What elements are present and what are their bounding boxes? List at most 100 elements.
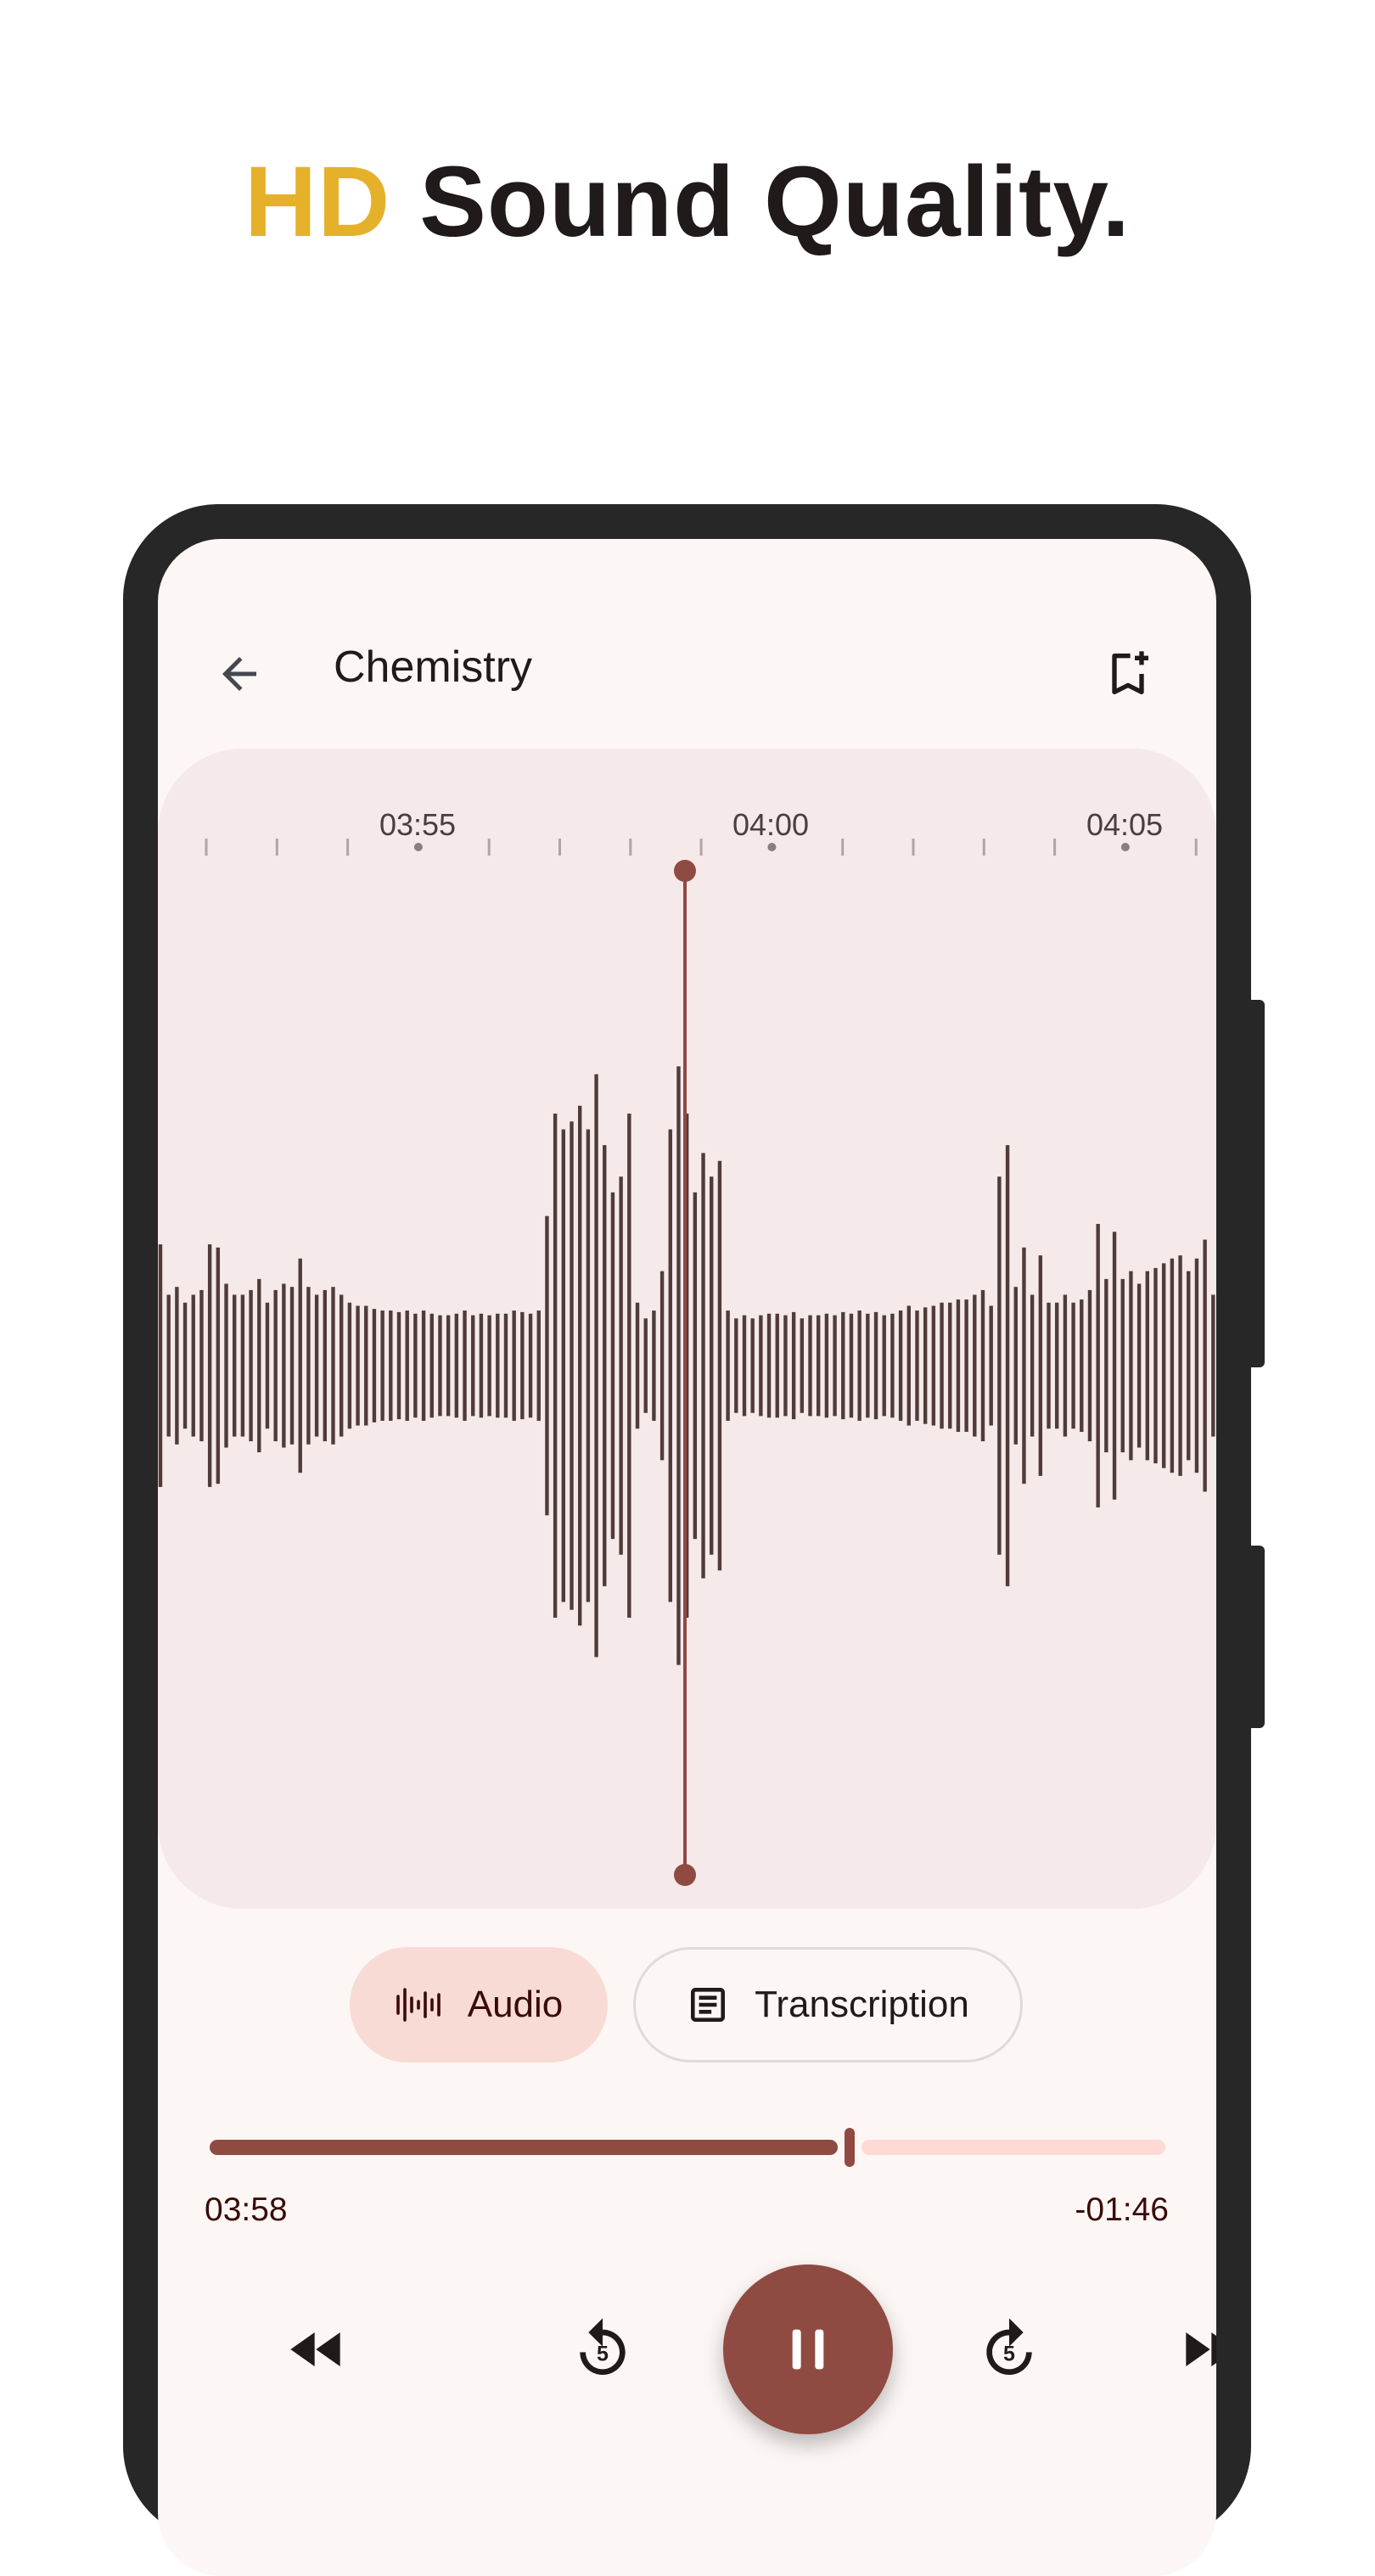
fast-rewind-icon [290, 2332, 340, 2366]
waveform-bar [627, 1114, 631, 1618]
waveform-bar [866, 1313, 870, 1418]
waveform-bar [1211, 1294, 1215, 1437]
waveform-bar [224, 1283, 228, 1448]
waveform-bar [389, 1310, 393, 1421]
waveform-bar [783, 1315, 788, 1417]
waveform-bar [323, 1289, 327, 1442]
waveform-bar [396, 1311, 401, 1420]
waveform-panel[interactable]: 03:55 04:00 04:05 [158, 749, 1216, 1909]
waveform-bar [873, 1311, 878, 1420]
timeline-label: 04:00 [732, 807, 810, 842]
waveform-bar [438, 1315, 442, 1417]
timeline-major-dot [413, 843, 423, 851]
waveform-bar [808, 1315, 812, 1417]
waveform-bar [273, 1289, 278, 1442]
waveform-bar [233, 1294, 237, 1437]
waveform-bar [940, 1302, 944, 1429]
add-bookmark-button[interactable] [1090, 636, 1166, 712]
pause-button[interactable] [723, 2265, 893, 2434]
waveform-bar [570, 1121, 574, 1610]
page-title: Chemistry [334, 643, 533, 692]
waveform-bar [1203, 1239, 1207, 1492]
waveform-bar [931, 1305, 936, 1426]
waveform-bar [1087, 1289, 1092, 1442]
timeline-major-dot [767, 843, 777, 851]
waveform-bar [421, 1310, 426, 1421]
waveform-bar [652, 1310, 656, 1421]
tab-audio[interactable]: Audio [350, 1947, 608, 2062]
more-options-button[interactable] [1192, 636, 1216, 712]
waveform-bar [759, 1315, 763, 1417]
playhead-bottom-handle [674, 1864, 696, 1886]
fast-forward-button[interactable] [1175, 2315, 1216, 2383]
waveform-bar [1055, 1302, 1059, 1429]
waveform-bar [216, 1247, 221, 1484]
forward-5-icon: 5 [986, 2318, 1032, 2375]
playback-slider[interactable] [210, 2126, 1165, 2169]
waveform-bar [207, 1244, 212, 1487]
waveform-bar [282, 1283, 286, 1448]
waveform-bar [1080, 1299, 1084, 1432]
waveform-bar [289, 1287, 295, 1445]
waveform-bar [635, 1302, 640, 1429]
waveform-bar [989, 1305, 993, 1426]
svg-text:5: 5 [1003, 2342, 1015, 2366]
tab-audio-label: Audio [467, 1984, 564, 2025]
waveform-bar [429, 1313, 434, 1418]
back-button[interactable] [201, 636, 278, 712]
article-icon [691, 1988, 726, 2022]
more-vert-icon [1204, 648, 1216, 699]
waveform-bar [158, 1244, 163, 1487]
waveform-bar [1112, 1232, 1117, 1500]
playhead-top-handle [674, 860, 696, 882]
waveform-bar [1178, 1255, 1182, 1476]
waveform-bar [496, 1313, 500, 1418]
waveform-bar [182, 1302, 188, 1429]
rewind-button[interactable] [283, 2315, 351, 2383]
waveform-bar [1038, 1255, 1043, 1476]
headline: HD Sound Quality. [0, 144, 1375, 260]
waveform-bar [240, 1294, 245, 1437]
waveform-bar [980, 1289, 985, 1442]
waveform-bar [857, 1310, 861, 1421]
waveform-bar [1129, 1271, 1133, 1461]
waveform-bar [1194, 1258, 1199, 1473]
replay-5-icon: 5 [580, 2318, 626, 2375]
waveform-bar [734, 1318, 738, 1413]
elapsed-time: 03:58 [205, 2192, 288, 2228]
waveform-bar [1145, 1271, 1149, 1461]
tab-transcription[interactable]: Transcription [633, 1947, 1023, 2062]
waveform-bar [766, 1313, 772, 1418]
waveform-bar [1161, 1263, 1166, 1468]
phone-frame: Chemistry 03:55 04:00 04:05 Audio Transc… [123, 504, 1251, 2576]
forward-5-button[interactable]: 5 [975, 2315, 1043, 2383]
waveform-bar [487, 1315, 491, 1417]
waveform-bar [659, 1271, 665, 1461]
waveform-bar [594, 1074, 598, 1658]
remaining-time: -01:46 [1075, 2192, 1169, 2228]
waveform-bar [915, 1310, 919, 1421]
waveform-bar [1013, 1287, 1018, 1445]
waveform-chart [158, 839, 1215, 1886]
waveform-bar [298, 1258, 302, 1473]
waveform-bar [610, 1192, 615, 1540]
waveform-bar [175, 1287, 179, 1445]
waveform-bar [676, 1066, 681, 1665]
waveform-bar [619, 1176, 623, 1555]
waveform-bar [520, 1311, 525, 1420]
waveform-bar [643, 1318, 648, 1413]
waveform-bar [586, 1129, 591, 1602]
waveform-bar [553, 1114, 558, 1618]
waveform-bar [1005, 1145, 1010, 1586]
waveform-bar [331, 1287, 335, 1445]
svg-text:5: 5 [597, 2342, 609, 2366]
waveform-bar [545, 1215, 549, 1516]
waveform-bar [364, 1305, 368, 1426]
waveform-bar [265, 1302, 270, 1429]
waveform-bar [306, 1287, 311, 1445]
waveform-bar [413, 1313, 418, 1418]
waveform-bar [701, 1153, 705, 1579]
waveform-bar [882, 1315, 886, 1417]
replay-5-button[interactable]: 5 [569, 2315, 637, 2383]
slider-thumb[interactable] [845, 2128, 856, 2167]
